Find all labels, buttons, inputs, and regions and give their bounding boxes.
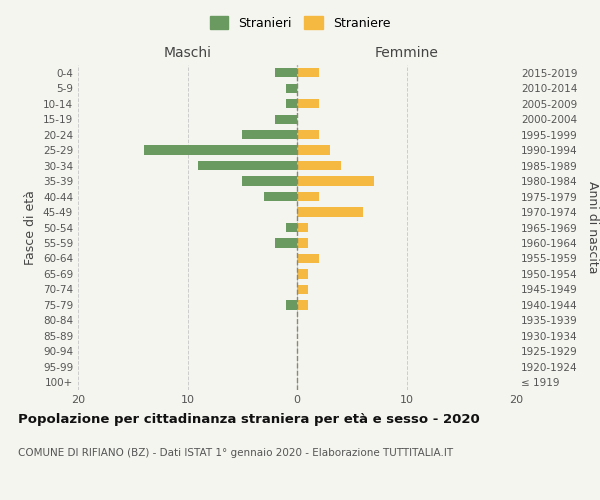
- Text: Popolazione per cittadinanza straniera per età e sesso - 2020: Popolazione per cittadinanza straniera p…: [18, 412, 480, 426]
- Bar: [297, 99, 319, 108]
- Bar: [297, 68, 319, 78]
- Bar: [286, 223, 297, 232]
- Bar: [286, 99, 297, 108]
- Bar: [297, 161, 341, 170]
- Bar: [297, 285, 308, 294]
- Bar: [297, 238, 308, 248]
- Y-axis label: Fasce di età: Fasce di età: [25, 190, 37, 265]
- Bar: [286, 84, 297, 93]
- Bar: [286, 300, 297, 310]
- Y-axis label: Anni di nascita: Anni di nascita: [586, 181, 599, 274]
- Bar: [297, 146, 330, 155]
- Bar: [275, 114, 297, 124]
- Bar: [297, 192, 319, 201]
- Bar: [297, 130, 319, 140]
- Bar: [275, 238, 297, 248]
- Bar: [297, 176, 374, 186]
- Bar: [242, 130, 297, 140]
- Text: Maschi: Maschi: [163, 46, 212, 60]
- Bar: [242, 176, 297, 186]
- Legend: Stranieri, Straniere: Stranieri, Straniere: [205, 11, 395, 35]
- Bar: [275, 68, 297, 78]
- Bar: [297, 254, 319, 263]
- Text: Femmine: Femmine: [374, 46, 439, 60]
- Bar: [297, 270, 308, 278]
- Bar: [297, 208, 363, 216]
- Bar: [264, 192, 297, 201]
- Bar: [144, 146, 297, 155]
- Bar: [199, 161, 297, 170]
- Bar: [297, 300, 308, 310]
- Bar: [297, 223, 308, 232]
- Text: COMUNE DI RIFIANO (BZ) - Dati ISTAT 1° gennaio 2020 - Elaborazione TUTTITALIA.IT: COMUNE DI RIFIANO (BZ) - Dati ISTAT 1° g…: [18, 448, 453, 458]
